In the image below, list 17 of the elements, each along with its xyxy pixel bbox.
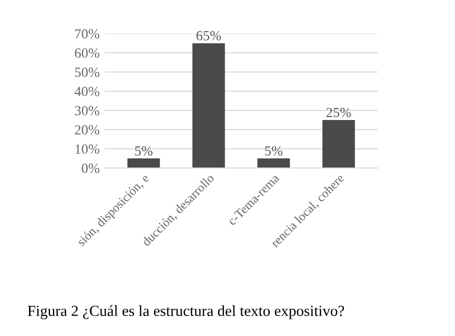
y-tick-label: 60%	[74, 48, 100, 58]
data-label: 5%	[265, 146, 282, 156]
bar	[127, 158, 160, 168]
text: Figura 2 ¿Cuál es la estructura del texto expositivo?	[28, 305, 344, 320]
data-label: 65%	[196, 31, 221, 40]
y-tick-label: 30%	[74, 106, 100, 116]
y-tick-label: 50%	[75, 68, 100, 77]
y-tick-label: 70%	[75, 29, 100, 39]
y-tick-label: 20%	[74, 125, 100, 135]
data-label: 5%	[135, 146, 152, 156]
y-tick-label: 0%	[82, 164, 100, 173]
data-label: 25%	[326, 108, 351, 118]
y-tick-label: 10%	[76, 144, 100, 154]
bar	[192, 43, 225, 168]
bar	[257, 158, 290, 168]
y-tick-label: 40%	[74, 86, 100, 96]
bar	[322, 120, 355, 168]
